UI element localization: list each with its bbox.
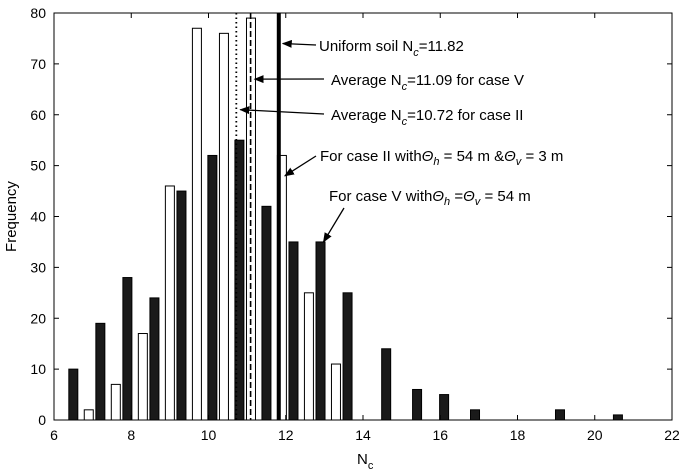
x-tick-label-5: 16: [432, 427, 448, 443]
axes: 6 8 10 12 14 16 18 20 22 0 10 20 30 40 50 60 70 80: [30, 5, 680, 443]
bar-filled-2: [122, 277, 133, 421]
bar-filled-8: [288, 241, 299, 421]
y-tick-label-0: 0: [38, 412, 46, 428]
annotation-arrow-3: [284, 155, 317, 177]
x-tick-label-6: 18: [510, 427, 526, 443]
annotation-arrow-0: [281, 39, 317, 48]
x-tick-label-0: 6: [50, 427, 58, 443]
bar-filled-16: [612, 414, 623, 421]
annotation-arrow-4: [322, 207, 345, 243]
bar-hollow-8: [303, 292, 314, 421]
bar-filled-5: [207, 154, 218, 421]
bar-filled-15: [554, 409, 565, 421]
bar-filled-11: [381, 348, 392, 421]
y-axis-label: Frequency: [3, 181, 20, 252]
bar-filled-3: [149, 297, 160, 421]
bar-filled-1: [95, 322, 106, 421]
x-tick-label-7: 20: [587, 427, 603, 443]
bar-filled-7: [261, 205, 272, 421]
x-tick-label-1: 8: [127, 427, 135, 443]
x-tick-label-3: 12: [278, 427, 294, 443]
annotation-4: For case V withΘh =Θv = 54 m: [329, 188, 531, 208]
annotation-2: Average Nc=10.72 for case II: [331, 107, 523, 128]
histogram-bars: [68, 17, 623, 421]
bar-hollow-5: [218, 32, 229, 421]
y-tick-label-2: 20: [30, 310, 46, 326]
y-tick-label-3: 30: [30, 259, 46, 275]
bar-hollow-9: [330, 363, 341, 421]
x-tick-label-8: 22: [664, 427, 680, 443]
y-tick-label-7: 70: [30, 56, 46, 72]
x-tick-label-2: 10: [201, 427, 217, 443]
annotation-1: Average Nc=11.09 for case V: [331, 72, 524, 93]
y-tick-label-1: 10: [30, 361, 46, 377]
y-tick-label-5: 50: [30, 158, 46, 174]
bar-filled-14: [470, 409, 481, 421]
bar-hollow-1: [110, 383, 121, 421]
y-tick-label-4: 40: [30, 209, 46, 225]
bar-filled-13: [439, 394, 450, 421]
annotation-0: Uniform soil Nc=11.82: [319, 38, 464, 59]
bar-filled-12: [412, 388, 423, 421]
annotation-3: For case II withΘh = 54 m &Θv = 3 m: [320, 148, 563, 168]
bar-hollow-4: [191, 27, 202, 421]
y-tick-label-8: 80: [30, 5, 46, 21]
annotation-arrow-2: [239, 106, 325, 115]
y-tick-label-6: 60: [30, 107, 46, 123]
bar-filled-0: [68, 368, 79, 421]
x-axis-label: Nc: [357, 451, 374, 472]
bar-filled-4: [176, 190, 187, 421]
annotations: Uniform soil Nc=11.82 Average Nc=11.09 fo…: [239, 38, 563, 243]
bar-filled-10: [342, 292, 353, 421]
reference-lines: [235, 13, 281, 420]
bar-hollow-3: [164, 185, 175, 421]
bar-hollow-2: [137, 333, 148, 421]
bar-filled-9: [315, 241, 326, 421]
bar-hollow-0: [83, 409, 94, 421]
x-tick-label-4: 14: [355, 427, 371, 443]
